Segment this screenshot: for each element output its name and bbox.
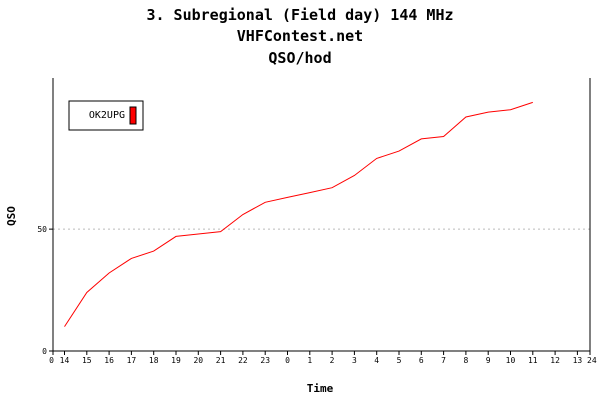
x-tick-label: 16 [104, 356, 114, 365]
x-tick-label: 18 [149, 356, 159, 365]
chart-subtitle-metric: QSO/hod [268, 49, 331, 67]
legend: OK2UPG [68, 100, 144, 131]
x-tick-label: 20 [193, 356, 203, 365]
x-tick-label: 22 [238, 356, 248, 365]
x-tick-label: 7 [441, 356, 446, 365]
legend-swatch [129, 106, 137, 125]
series-line-ok2upg [64, 101, 533, 327]
x-tick-label: 17 [127, 356, 137, 365]
x-tick-label: 9 [486, 356, 491, 365]
x-axis-title: Time [307, 382, 334, 395]
legend-label: OK2UPG [89, 110, 125, 121]
x-tick-label: 10 [506, 356, 516, 365]
x-tick-label: 23 [260, 356, 270, 365]
x-tick-label: 0 [285, 356, 290, 365]
chart-title: 3. Subregional (Field day) 144 MHz [146, 6, 453, 24]
x-tick-label: 14 [60, 356, 70, 365]
y-axis-title: QSO [5, 206, 18, 226]
x-tick-label: 0 [49, 356, 54, 365]
x-tick-label: 12 [550, 356, 560, 365]
x-tick-label: 1 [307, 356, 312, 365]
x-tick-label: 15 [82, 356, 92, 365]
x-tick-label: 24 [587, 356, 597, 365]
x-tick-label: 19 [171, 356, 181, 365]
x-tick-label: 4 [374, 356, 379, 365]
x-tick-label: 13 [573, 356, 583, 365]
x-tick-label: 3 [352, 356, 357, 365]
x-tick-label: 2 [330, 356, 335, 365]
x-tick-label: 11 [528, 356, 538, 365]
x-tick-label: 8 [463, 356, 468, 365]
chart-subtitle-site: VHFContest.net [237, 27, 363, 45]
x-tick-label: 6 [419, 356, 424, 365]
x-tick-label: 21 [216, 356, 226, 365]
y-tick-label: 0 [42, 347, 47, 356]
x-tick-label: 5 [397, 356, 402, 365]
y-tick-label: 50 [37, 225, 47, 234]
